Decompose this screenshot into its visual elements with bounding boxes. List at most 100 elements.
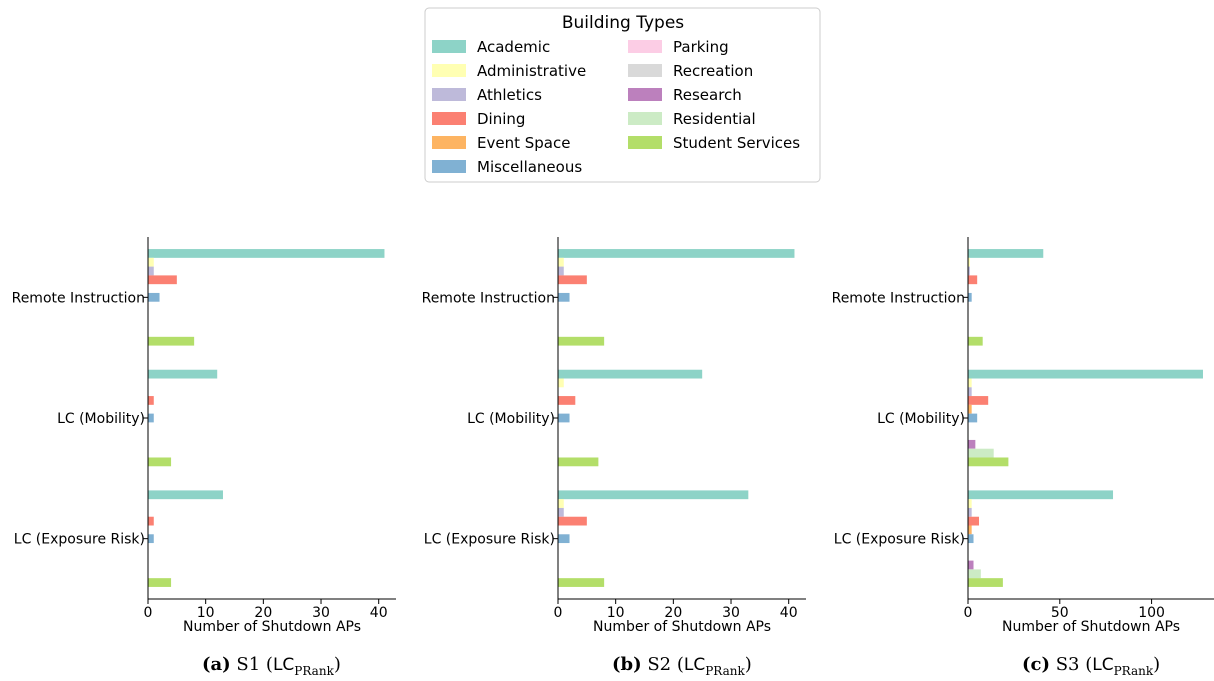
- legend-swatch-athletics: [432, 88, 466, 101]
- legend-swatch-student-services: [628, 136, 662, 149]
- x-tick-label: 40: [780, 605, 798, 621]
- x-tick-label: 20: [664, 605, 682, 621]
- x-tick-label: 100: [1138, 605, 1165, 621]
- x-tick-label: 40: [370, 605, 388, 621]
- legend-frame: [424, 7, 821, 183]
- bar-miscellaneous-2: [558, 534, 570, 544]
- bar-athletics-2: [558, 507, 564, 517]
- panel-caption: (b) S2 (LCPRank): [612, 654, 752, 678]
- bar-athletics-0: [968, 266, 970, 276]
- y-tick-label: Remote Instruction: [832, 290, 965, 306]
- bars: [558, 249, 795, 587]
- bar-miscellaneous-0: [968, 292, 972, 302]
- bar-miscellaneous-2: [148, 534, 154, 544]
- bar-dining-2: [968, 516, 980, 526]
- panel-a: Remote Instruction LC (Mobility) LC (Expos…: [12, 237, 396, 678]
- panel-caption: (a) S1 (LCPRank): [202, 654, 341, 678]
- x-tick-label: 30: [312, 605, 330, 621]
- x-tick-label: 0: [144, 605, 153, 621]
- bar-dining-1: [558, 396, 576, 405]
- x-axis-title: Number of Shutdown APs: [1002, 619, 1180, 635]
- legend-swatch-residential: [628, 112, 662, 125]
- bar-student-services-2: [558, 578, 605, 587]
- y-tick-label: LC (Exposure Risk): [424, 532, 555, 548]
- legend-swatch-miscellaneous: [432, 160, 466, 173]
- legend-title: Building Types: [562, 13, 684, 33]
- y-tick-label: Remote Instruction: [12, 290, 145, 306]
- y-tick-label: Remote Instruction: [422, 290, 555, 306]
- y-tick-label: LC (Mobility): [467, 411, 555, 427]
- bar-miscellaneous-0: [558, 292, 570, 302]
- bar-miscellaneous-1: [148, 413, 154, 423]
- bar-athletics-1: [968, 387, 972, 397]
- legend-label-athletics: Athletics: [477, 86, 542, 104]
- bar-dining-1: [148, 396, 154, 405]
- x-tick-label: 10: [197, 605, 215, 621]
- legend-label-parking: Parking: [673, 38, 729, 56]
- bar-academic-2: [968, 490, 1114, 500]
- bar-administrative-0: [148, 257, 154, 267]
- bar-academic-2: [148, 490, 223, 500]
- bar-academic-1: [558, 369, 703, 379]
- legend-label-recreation: Recreation: [673, 62, 753, 80]
- bar-miscellaneous-1: [558, 413, 570, 423]
- bar-student-services-0: [558, 336, 605, 346]
- x-tick-label: 10: [607, 605, 625, 621]
- x-tick-label: 0: [554, 605, 563, 621]
- bar-student-services-1: [968, 457, 1009, 467]
- bar-athletics-0: [558, 266, 564, 276]
- legend-swatch-administrative: [432, 64, 466, 77]
- x-tick-label: 20: [254, 605, 272, 621]
- y-tick-label: LC (Exposure Risk): [14, 532, 145, 548]
- bar-event-space-2: [968, 525, 972, 535]
- bar-student-services-2: [968, 578, 1003, 587]
- bar-research-2: [968, 560, 974, 570]
- bar-miscellaneous-1: [968, 413, 978, 423]
- panel-caption: (c) S3 (LCPRank): [1022, 654, 1160, 678]
- bar-dining-2: [148, 516, 154, 526]
- bar-student-services-2: [148, 578, 172, 587]
- x-axis-title: Number of Shutdown APs: [593, 619, 771, 635]
- bar-student-services-1: [148, 457, 172, 467]
- legend-label-miscellaneous: Miscellaneous: [477, 158, 582, 176]
- legend-swatch-academic: [432, 40, 466, 53]
- bar-event-space-1: [968, 404, 972, 414]
- legend-label-student-services: Student Services: [673, 134, 800, 152]
- legend-swatch-recreation: [628, 64, 662, 77]
- legend-label-administrative: Administrative: [477, 62, 586, 80]
- y-tick-label: LC (Mobility): [57, 411, 145, 427]
- panel-b: Remote Instruction LC (Mobility) LC (Expos…: [422, 237, 806, 678]
- bar-administrative-0: [558, 257, 564, 267]
- bar-residential-1: [968, 448, 994, 458]
- bar-athletics-0: [148, 266, 154, 276]
- legend-swatch-parking: [628, 40, 662, 53]
- bar-dining-0: [968, 275, 978, 285]
- legend-label-event-space: Event Space: [477, 134, 570, 152]
- bar-student-services-1: [558, 457, 599, 467]
- panels: Remote Instruction LC (Mobility) LC (Expos…: [12, 237, 1214, 678]
- legend: Building Types Academic Administrative Athl…: [424, 7, 821, 183]
- bar-miscellaneous-2: [968, 534, 974, 544]
- bar-student-services-0: [968, 336, 983, 346]
- bar-academic-0: [968, 249, 1044, 258]
- bar-academic-1: [148, 369, 218, 379]
- bar-athletics-2: [968, 507, 972, 517]
- bar-residential-2: [968, 569, 981, 579]
- bars: [968, 249, 1203, 587]
- bar-dining-2: [558, 516, 587, 526]
- bar-academic-1: [968, 369, 1203, 379]
- bar-dining-0: [558, 275, 587, 285]
- bar-dining-0: [148, 275, 177, 285]
- legend-swatch-research: [628, 88, 662, 101]
- legend-label-research: Research: [673, 86, 742, 104]
- y-tick-label: LC (Exposure Risk): [834, 532, 965, 548]
- x-tick-label: 50: [1051, 605, 1069, 621]
- bar-academic-2: [558, 490, 749, 500]
- legend-swatch-event-space: [432, 136, 466, 149]
- bar-administrative-2: [558, 499, 564, 508]
- legend-label-residential: Residential: [673, 110, 756, 128]
- legend-label-academic: Academic: [477, 38, 550, 56]
- bar-administrative-1: [968, 378, 972, 388]
- legend-label-dining: Dining: [477, 110, 525, 128]
